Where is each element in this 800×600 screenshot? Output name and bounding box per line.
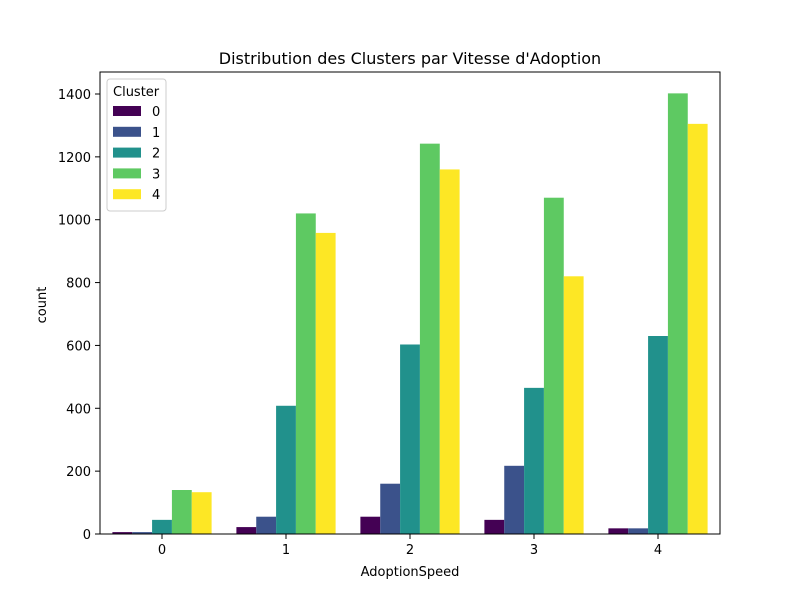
bar-cluster-1-speed-4 [628,528,649,534]
bar-cluster-0-speed-1 [236,527,257,534]
x-tick-label: 0 [158,543,166,558]
y-tick-label: 1400 [58,88,91,103]
bar-cluster-0-speed-2 [360,516,381,534]
y-axis-label: count [35,287,50,324]
legend-swatch-0 [113,106,141,116]
y-tick-label: 0 [83,528,91,543]
bar-cluster-4-speed-0 [191,492,212,534]
bar-cluster-4-speed-4 [687,123,708,535]
legend-label-2: 2 [152,147,160,162]
bar-cluster-4-speed-1 [315,232,336,534]
y-tick-label: 1000 [58,214,91,229]
bar-cluster-3-speed-4 [667,93,688,535]
bar-cluster-1-speed-2 [380,483,401,534]
bar-cluster-4-speed-3 [563,276,584,534]
legend-title: Cluster [113,85,160,100]
legend: Cluster 0 1 2 3 4 [106,78,167,212]
plot-area: 0 1 2 3 4 0 200 400 600 800 1000 1200 1400 [58,71,721,558]
bar-cluster-1-speed-3 [504,465,525,534]
x-tick-label: 1 [282,543,290,558]
bar-cluster-0-speed-0 [112,532,133,534]
bar-cluster-2-speed-2 [400,344,420,534]
y-tick-label: 1200 [58,151,91,166]
bar-cluster-3-speed-2 [419,143,440,534]
bar-cluster-4-speed-2 [439,169,460,534]
y-tick-label: 200 [66,465,91,480]
y-tick-label: 800 [66,277,91,292]
legend-swatch-3 [113,168,141,179]
y-tick-label: 400 [66,402,91,417]
x-tick-label: 2 [406,543,414,558]
legend-swatch-2 [113,147,141,158]
bar-cluster-2-speed-4 [648,336,668,534]
y-tick-label: 600 [66,339,91,354]
x-tick-label: 3 [530,543,538,558]
x-tick-label: 4 [654,543,662,558]
bar-cluster-3-speed-0 [171,490,192,534]
bar-cluster-3-speed-3 [543,197,564,534]
bar-cluster-0-speed-4 [608,528,629,534]
bar-cluster-0-speed-3 [484,519,505,534]
bar-cluster-2-speed-3 [524,387,544,534]
bar-cluster-3-speed-1 [295,213,316,534]
legend-label-0: 0 [152,105,160,120]
bar-cluster-2-speed-1 [276,405,296,534]
legend-swatch-4 [113,189,141,200]
legend-label-3: 3 [152,167,160,182]
legend-label-1: 1 [152,126,160,141]
bar-cluster-1-speed-1 [256,516,277,534]
chart-title: Distribution des Clusters par Vitesse d'… [219,49,601,68]
legend-label-4: 4 [152,188,160,203]
legend-swatch-1 [113,126,141,137]
x-axis-label: AdoptionSpeed [361,565,460,580]
bar-cluster-1-speed-0 [132,532,153,534]
bar-cluster-2-speed-0 [152,519,172,534]
